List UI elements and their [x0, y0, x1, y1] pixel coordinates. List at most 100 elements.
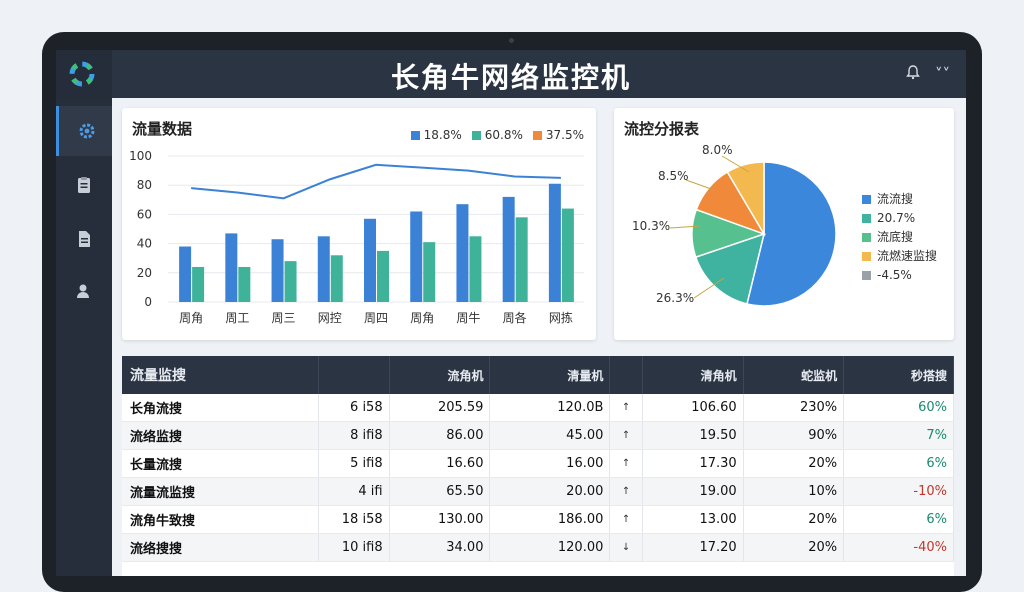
sidebar-item-reports[interactable]: [56, 160, 112, 210]
pie-legend-item: 流流搜: [862, 190, 937, 209]
table-body: 长角流搜 6 i58 205.59 120.0B ↑ 106.60 230% 60% 流络监搜 8…: [122, 394, 954, 562]
bar-series-2: [238, 266, 251, 302]
table-cell: ↑: [609, 394, 643, 422]
table-header[interactable]: 秒搭搜: [843, 356, 954, 394]
y-tick-label: 20: [137, 266, 152, 280]
y-tick-label: 100: [129, 149, 152, 163]
pie-slice: [726, 161, 765, 237]
user-icon: [77, 284, 89, 298]
table-cell: 7%: [843, 421, 954, 450]
table-header[interactable]: 清量机: [489, 356, 611, 394]
legend-item: 18.8%: [410, 128, 462, 142]
logo-cell: [56, 50, 112, 98]
table-cell: 6 i58: [318, 394, 390, 422]
table-row[interactable]: 流络搜搜 10 ifi8 34.00 120.00 ↓ 17.20 20% -40%: [122, 533, 954, 562]
x-tick-label: 周各: [503, 310, 527, 325]
table-row[interactable]: 流络监搜 8 ifi8 86.00 45.00 ↑ 19.50 90% 7%: [122, 421, 954, 450]
traffic-bar-chart: 0 20 40 60 80 100 周角 周工 周三 网控 周四 周角 周牛 周各 网拣: [129, 149, 584, 325]
table-cell: 34.00: [389, 533, 491, 562]
table-cell: 4 ifi: [318, 477, 390, 506]
table-header[interactable]: [318, 356, 390, 394]
table-row[interactable]: 长量流搜 5 ifi8 16.60 16.00 ↑ 17.30 20% 6%: [122, 449, 954, 478]
sidebar-item-settings[interactable]: [56, 106, 115, 156]
bar-series-2: [192, 266, 205, 302]
table-cell: 20%: [743, 449, 845, 478]
top-bar: 长角牛网络监控机 ˅˅: [56, 50, 966, 98]
table-row[interactable]: 流量流监搜 4 ifi 65.50 20.00 ↑ 19.00 10% -10%: [122, 477, 954, 506]
table-cell: 205.59: [389, 394, 491, 422]
pie-label: 26.3%: [656, 291, 694, 305]
table-cell: ↓: [609, 533, 643, 562]
main-content: 流量数据 18.8% 60.8% 37.5% 0 20 40 60 80 100 周角 周工 周…: [112, 98, 966, 576]
x-tick-label: 周牛: [456, 310, 480, 325]
y-tick-label: 60: [137, 207, 152, 221]
y-tick-label: 80: [137, 178, 152, 192]
table-cell: 186.00: [489, 505, 611, 534]
bar-series-2: [377, 250, 389, 302]
table-cell: 5 ifi8: [318, 449, 390, 478]
distribution-chart-title: 流控分报表: [624, 120, 700, 138]
pie-leader-line: [721, 155, 750, 173]
bar-series-1: [502, 196, 515, 302]
table-row[interactable]: 流角牛致搜 18 i58 130.00 186.00 ↑ 13.00 20% 6%: [122, 505, 954, 534]
bar-series-2: [423, 242, 436, 302]
table-cell: 20%: [743, 505, 845, 534]
app-screen: 长角牛网络监控机 ˅˅ 流量数据 18.8% 60.8% 37.: [56, 50, 966, 576]
table-cell: 130.00: [389, 505, 491, 534]
table-header[interactable]: 流角机: [389, 356, 491, 394]
table-cell: 10%: [743, 477, 845, 506]
table-cell: 230%: [743, 394, 845, 422]
table-header[interactable]: 流量监搜: [122, 356, 319, 394]
table-cell: 16.60: [389, 449, 491, 478]
pie-legend-item: 流燃速监搜: [862, 247, 937, 266]
clipboard-icon: [78, 177, 90, 193]
table-cell: 6%: [843, 505, 954, 534]
table-cell: ↑: [609, 505, 643, 534]
pie-legend: 流流搜 20.7% 流底搜 流燃速监搜 -4.5%: [862, 190, 937, 285]
table-cell: 20.00: [489, 477, 611, 506]
table-cell: ↑: [609, 449, 643, 478]
table-cell: 13.00: [642, 505, 744, 534]
row-label: 流络搜搜: [122, 533, 319, 562]
pie-label: 8.0%: [702, 143, 733, 157]
table-row[interactable]: 长角流搜 6 i58 205.59 120.0B ↑ 106.60 230% 60%: [122, 394, 954, 422]
table-cell: 90%: [743, 421, 845, 450]
traffic-chart-title: 流量数据: [132, 120, 193, 138]
table-header[interactable]: 清角机: [642, 356, 744, 394]
bar-series-1: [548, 183, 561, 302]
table-cell: 8 ifi8: [318, 421, 390, 450]
legend-item: 37.5%: [532, 128, 584, 142]
row-label: 长量流搜: [122, 449, 319, 478]
bar-chart-legend: 18.8% 60.8% 37.5%: [410, 128, 584, 142]
x-tick-label: 周角: [179, 311, 203, 325]
pie-label: 10.3%: [632, 219, 670, 233]
table-header[interactable]: [609, 356, 643, 394]
bar-series-1: [271, 239, 284, 302]
row-label: 长角流搜: [122, 394, 319, 422]
sidebar-item-documents[interactable]: [56, 214, 112, 264]
table-header[interactable]: 蛇监机: [743, 356, 845, 394]
pie-label: 8.5%: [658, 169, 689, 183]
row-label: 流角牛致搜: [122, 505, 319, 534]
pie-legend-item: 20.7%: [862, 209, 937, 228]
x-tick-label: 周工: [225, 311, 249, 325]
table-cell: 6%: [843, 449, 954, 478]
traffic-chart-card: 流量数据 18.8% 60.8% 37.5% 0 20 40 60 80 100 周角 周工 周…: [122, 108, 596, 340]
table-cell: 17.30: [642, 449, 744, 478]
x-tick-label: 网拣: [549, 310, 573, 325]
more-icon[interactable]: ˅˅: [935, 65, 950, 83]
table-cell: -40%: [843, 533, 954, 562]
pie-leader-line: [693, 277, 725, 299]
table-cell: 60%: [843, 394, 954, 422]
page-title: 长角牛网络监控机: [390, 61, 631, 94]
data-table: 流量监搜 流角机 清量机 清角机 蛇监机 秒搭搜 长角流搜 6 i58 205.59…: [122, 356, 954, 576]
pie-leader-line: [669, 225, 701, 229]
bell-icon[interactable]: [905, 64, 921, 84]
pie-slice: [746, 161, 837, 307]
gear-icon: [79, 123, 95, 139]
table-cell: -10%: [843, 477, 954, 506]
bar-series-2: [469, 236, 482, 302]
sidebar-item-users[interactable]: [56, 266, 112, 316]
table-cell: 86.00: [389, 421, 491, 450]
table-cell: 45.00: [489, 421, 611, 450]
